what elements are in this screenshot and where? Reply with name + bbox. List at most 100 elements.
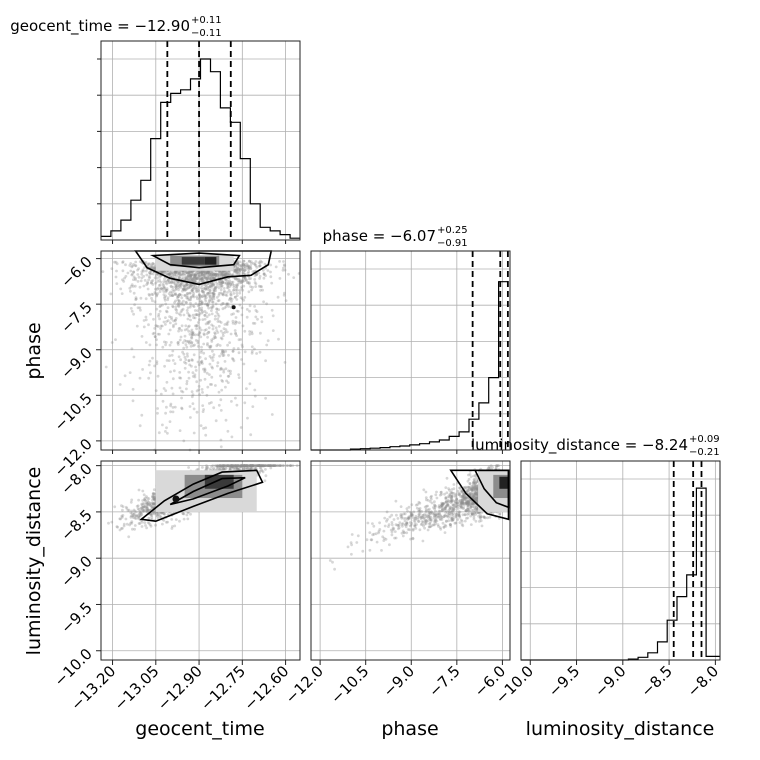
sample-point bbox=[191, 313, 195, 317]
sample-point bbox=[283, 291, 286, 295]
sample-point bbox=[146, 287, 150, 291]
sample-point bbox=[226, 273, 230, 277]
sample-point bbox=[104, 365, 108, 369]
sample-point bbox=[123, 374, 127, 378]
sample-point bbox=[150, 265, 154, 268]
sample-point bbox=[190, 283, 194, 287]
sample-point bbox=[197, 303, 201, 306]
sample-point bbox=[174, 271, 178, 275]
sample-point bbox=[191, 331, 195, 335]
sample-point bbox=[224, 328, 228, 331]
sample-point bbox=[222, 273, 226, 277]
sample-point bbox=[166, 279, 170, 283]
sample-point bbox=[189, 291, 192, 295]
sample-point bbox=[180, 406, 184, 410]
sample-point bbox=[187, 466, 191, 469]
sample-point bbox=[204, 426, 208, 430]
sample-point bbox=[128, 371, 132, 374]
sample-point bbox=[190, 278, 193, 282]
sample-point bbox=[178, 270, 182, 273]
sample-point bbox=[153, 364, 157, 368]
sample-point bbox=[249, 277, 253, 280]
sample-point bbox=[203, 377, 207, 381]
sample-point bbox=[229, 372, 232, 376]
sample-point bbox=[179, 358, 183, 362]
sample-point bbox=[161, 522, 164, 526]
sample-point bbox=[177, 276, 181, 280]
sample-point bbox=[208, 402, 211, 405]
sample-point bbox=[172, 271, 176, 275]
sample-point bbox=[207, 331, 210, 334]
sample-point bbox=[162, 512, 166, 515]
sample-point bbox=[177, 300, 181, 303]
sample-point bbox=[222, 353, 226, 357]
sample-point bbox=[186, 272, 190, 275]
sample-point bbox=[187, 278, 191, 282]
sample-point bbox=[187, 286, 191, 290]
sample-point bbox=[158, 279, 162, 282]
sample-point bbox=[154, 324, 158, 327]
sample-point bbox=[145, 526, 149, 530]
sample-point bbox=[235, 334, 239, 337]
sample-point bbox=[254, 282, 258, 286]
sample-point bbox=[185, 284, 189, 287]
sample-point bbox=[219, 445, 223, 449]
sample-point bbox=[202, 271, 205, 275]
sample-point bbox=[154, 389, 158, 392]
sample-point bbox=[219, 366, 223, 370]
sample-point bbox=[216, 361, 220, 365]
sample-point bbox=[185, 270, 188, 273]
sample-point bbox=[164, 343, 168, 347]
sample-point bbox=[217, 292, 221, 295]
sample-point bbox=[219, 285, 223, 289]
sample-point bbox=[199, 299, 202, 302]
sample-point bbox=[165, 359, 169, 362]
sample-point bbox=[191, 286, 195, 290]
sample-point bbox=[212, 289, 216, 293]
sample-point bbox=[203, 317, 207, 321]
sample-point bbox=[212, 406, 216, 410]
sample-point bbox=[197, 289, 200, 292]
sample-point bbox=[114, 338, 117, 341]
sample-point bbox=[227, 353, 230, 357]
sample-point bbox=[144, 297, 148, 301]
sample-point bbox=[193, 316, 197, 320]
sample-point bbox=[196, 275, 200, 279]
sample-point bbox=[152, 494, 156, 498]
sample-point bbox=[132, 263, 136, 266]
sample-point bbox=[179, 273, 183, 277]
sample-point bbox=[202, 279, 206, 283]
sample-point bbox=[142, 493, 146, 497]
sample-point bbox=[185, 277, 188, 281]
sample-point bbox=[230, 435, 234, 439]
sample-point bbox=[156, 286, 160, 290]
sample-point bbox=[204, 288, 208, 291]
sample-point bbox=[185, 379, 189, 383]
sample-point bbox=[231, 350, 235, 353]
sample-point bbox=[240, 264, 244, 268]
sample-point bbox=[114, 260, 118, 264]
sample-point bbox=[183, 294, 187, 297]
sample-point bbox=[164, 281, 168, 284]
sample-point bbox=[223, 360, 227, 363]
sample-point bbox=[190, 333, 194, 337]
sample-point bbox=[235, 403, 239, 407]
sample-point bbox=[134, 260, 138, 264]
sample-point bbox=[189, 275, 192, 279]
title-geocent-time-plus: +0.11 bbox=[191, 15, 222, 26]
sample-point bbox=[119, 287, 123, 291]
sample-point bbox=[241, 279, 245, 282]
sample-point bbox=[240, 343, 244, 347]
sample-point bbox=[189, 318, 192, 322]
sample-point bbox=[130, 265, 134, 269]
sample-point bbox=[177, 355, 181, 359]
sample-point bbox=[150, 296, 153, 300]
sample-point bbox=[207, 271, 211, 275]
sample-point bbox=[238, 279, 241, 282]
sample-point bbox=[178, 283, 182, 286]
sample-point bbox=[165, 310, 169, 314]
sample-point bbox=[186, 292, 190, 295]
sample-point bbox=[206, 292, 210, 295]
sample-point bbox=[169, 284, 173, 288]
sample-point bbox=[151, 299, 154, 303]
